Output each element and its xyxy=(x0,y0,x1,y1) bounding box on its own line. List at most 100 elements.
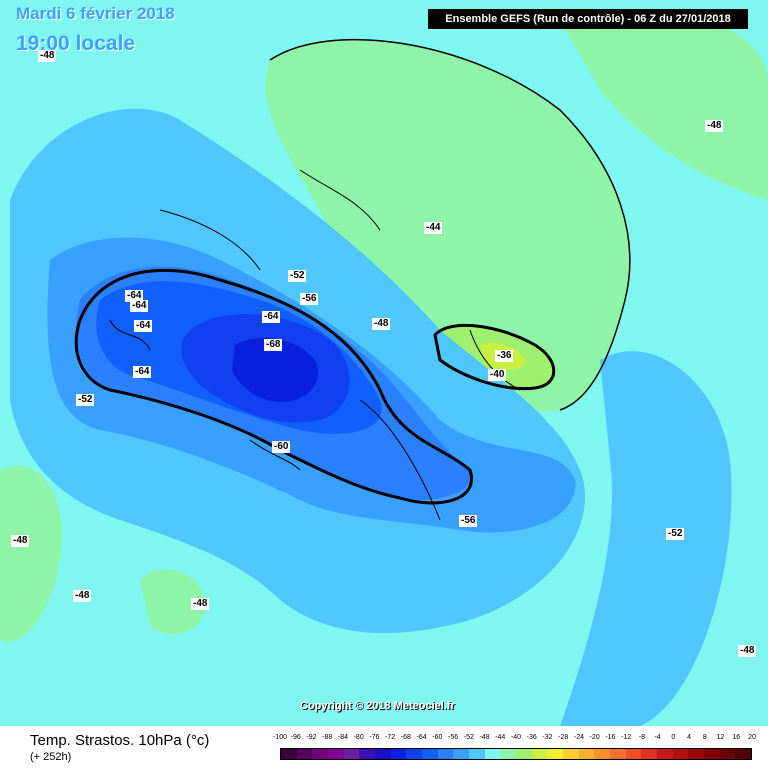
scale-swatch xyxy=(672,749,689,759)
scale-swatch xyxy=(688,749,705,759)
scale-tick-label: -24 xyxy=(573,734,584,741)
scale-swatch xyxy=(406,749,423,759)
scale-tick-label: -68 xyxy=(400,734,411,741)
scale-tick-label: 12 xyxy=(716,734,725,741)
scale-tick-label: -48 xyxy=(479,734,490,741)
scale-swatch xyxy=(610,749,626,759)
contour-label: -44 xyxy=(424,222,443,234)
scale-tick-label: -12 xyxy=(621,734,632,741)
variable-title: Temp. Strastos. 10hPa (°c) xyxy=(30,732,210,749)
scale-swatch xyxy=(484,749,501,759)
contour-label: -56 xyxy=(459,515,478,527)
contour-label: -52 xyxy=(288,270,307,282)
contour-label: -64 xyxy=(133,366,152,378)
scale-tick-label: 4 xyxy=(687,734,692,741)
zone-minus-44-sw xyxy=(140,569,206,635)
contour-label: -60 xyxy=(272,441,291,453)
run-info-badge: Ensemble GEFS (Run de contrôle) - 06 Z d… xyxy=(428,9,748,29)
color-scale-ticks: -100 -96 -92 -88 -84 -80 -76 -72 -68 -64 -60 -56 -52… xyxy=(273,734,756,746)
contour-label: -56 xyxy=(300,293,319,305)
contour-label: -40 xyxy=(488,369,507,381)
scale-swatch xyxy=(437,749,454,759)
scale-tick-label: -60 xyxy=(432,734,443,741)
contour-label: -48 xyxy=(191,598,210,610)
scale-tick-label: -8 xyxy=(638,734,645,741)
scale-tick-label: -92 xyxy=(306,734,317,741)
scale-swatch xyxy=(625,749,642,759)
scale-tick-label: -16 xyxy=(605,734,616,741)
scale-swatch xyxy=(469,749,485,759)
scale-tick-label: -64 xyxy=(416,734,427,741)
date-title: Mardi 6 février 2018 xyxy=(16,4,175,23)
scale-swatch xyxy=(328,749,344,759)
coastlines xyxy=(109,169,521,521)
scale-swatch xyxy=(390,749,407,759)
scale-tick-label: -20 xyxy=(589,734,600,741)
contour-label: -68 xyxy=(264,339,283,351)
contour-label: -48 xyxy=(38,50,57,62)
scale-tick-label: -32 xyxy=(542,734,553,741)
scale-tick-label: 20 xyxy=(748,734,756,741)
scale-swatch xyxy=(359,749,376,759)
scale-tick-label: -96 xyxy=(290,734,301,741)
scale-swatch xyxy=(296,749,313,759)
contour-label: -48 xyxy=(11,535,30,547)
scale-tick-label: -40 xyxy=(510,734,522,741)
scale-swatch xyxy=(657,749,673,759)
scale-tick-label: -76 xyxy=(369,734,380,741)
scale-tick-label: -52 xyxy=(463,734,474,741)
scale-swatch xyxy=(594,749,611,759)
scale-swatch xyxy=(375,749,391,759)
scale-swatch xyxy=(343,749,360,759)
scale-swatch xyxy=(453,749,470,759)
scale-tick-label: -100 xyxy=(272,734,288,741)
scale-swatch xyxy=(500,749,517,759)
contour-label: -36 xyxy=(495,350,514,362)
scale-tick-label: 0 xyxy=(671,734,676,741)
scale-tick-label: -4 xyxy=(654,734,661,741)
zone-minus-72 xyxy=(232,337,319,403)
temperature-map: Mardi 6 février 2018 19:00 locale Ensemb… xyxy=(0,0,768,726)
contour-label: -52 xyxy=(666,528,685,540)
scale-swatch xyxy=(563,749,579,759)
scale-swatch xyxy=(312,749,329,759)
scale-swatch xyxy=(578,749,595,759)
scale-swatch xyxy=(422,749,438,759)
zone-minus-44 xyxy=(265,39,630,412)
scale-tick-label: -28 xyxy=(558,734,569,741)
contour-label: -64 xyxy=(130,300,149,312)
contour-label: -64 xyxy=(125,290,144,302)
scale-tick-label: -44 xyxy=(495,734,506,741)
color-scale-bar xyxy=(280,748,752,760)
scale-swatch xyxy=(719,749,736,759)
contour-label: -48 xyxy=(73,590,92,602)
scale-tick-label: -80 xyxy=(353,734,364,741)
zone-minus-52-east xyxy=(560,351,732,726)
scale-tick-label: -36 xyxy=(526,734,537,741)
scale-tick-label: -84 xyxy=(337,734,348,741)
scale-swatch xyxy=(641,749,658,759)
contour-label: -48 xyxy=(738,645,757,657)
scale-swatch xyxy=(281,749,297,759)
contour-label: -48 xyxy=(372,318,391,330)
scale-swatch xyxy=(531,749,548,759)
scale-swatch xyxy=(704,749,720,759)
contour-label: -64 xyxy=(262,311,281,323)
contour-minus-40 xyxy=(433,323,556,391)
copyright-text: Copyright © 2018 Meteociel.fr xyxy=(300,700,455,712)
lead-time: (+ 252h) xyxy=(30,751,72,763)
contour-minus-44 xyxy=(269,38,631,411)
contour-label: -64 xyxy=(134,320,153,332)
scale-tick-label: -72 xyxy=(385,734,396,741)
map-canvas xyxy=(0,10,768,726)
zone-minus-44-ne xyxy=(560,10,768,200)
scale-tick-label: -56 xyxy=(448,734,459,741)
contour-label: -48 xyxy=(705,120,724,132)
scale-tick-label: -88 xyxy=(322,734,333,741)
scale-swatch xyxy=(516,749,532,759)
scale-swatch xyxy=(547,749,564,759)
contour-label: -52 xyxy=(76,394,95,406)
contour-minus-60 xyxy=(74,268,474,505)
legend-footer: Temp. Strastos. 10hPa (°c) (+ 252h) -100… xyxy=(0,726,768,768)
